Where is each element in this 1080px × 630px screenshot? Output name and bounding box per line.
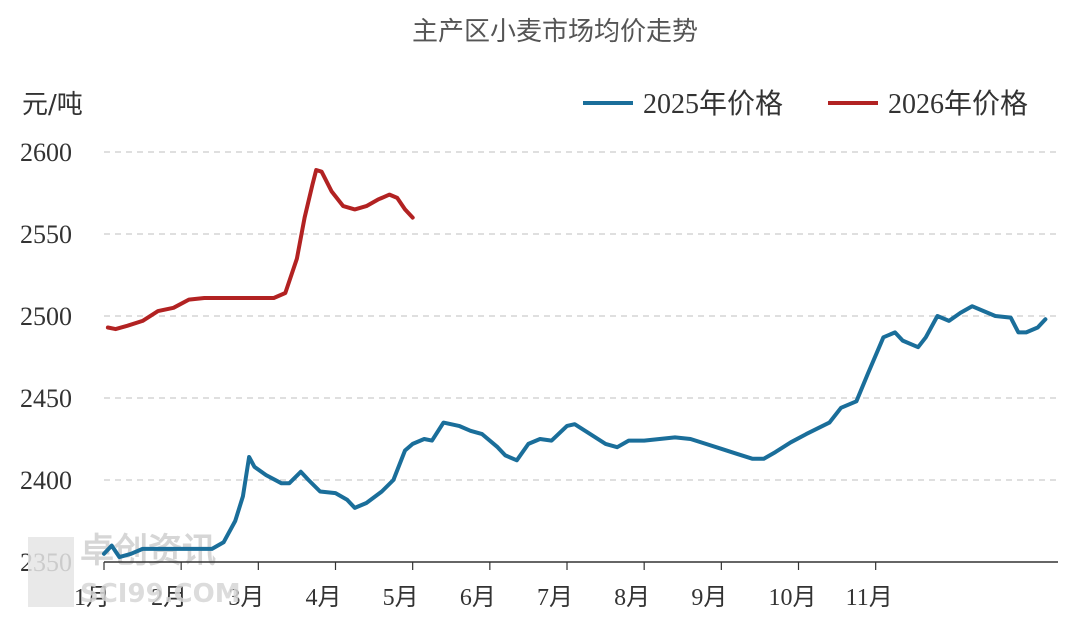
x-tick-label: 9月 bbox=[691, 585, 727, 611]
series-line-1 bbox=[102, 304, 1048, 560]
x-tick-labels: 1月 2月 3月 4月 5月 6月 7月 8月 9月 10月 11月 bbox=[74, 562, 893, 611]
x-tick-label: 4月 bbox=[306, 585, 342, 611]
watermark-logo-box bbox=[28, 537, 74, 607]
x-tick-label: 5月 bbox=[383, 585, 419, 611]
series-line-2 bbox=[105, 168, 415, 332]
legend-label-1: 2025年价格 bbox=[643, 88, 783, 120]
y-axis-label: 元/吨 bbox=[22, 90, 83, 120]
y-tick-label: 2400 bbox=[20, 466, 72, 495]
watermark: 卓创资讯 SCI99.COM bbox=[28, 531, 241, 609]
x-tick-label: 2月 bbox=[151, 585, 187, 611]
y-tick-label: 2600 bbox=[20, 138, 72, 167]
series-lines bbox=[102, 168, 1048, 560]
legend-label-2: 2026年价格 bbox=[888, 88, 1028, 120]
y-tick-label: 2500 bbox=[20, 302, 72, 331]
chart-title: 主产区小麦市场均价走势 bbox=[412, 17, 698, 47]
watermark-name: 卓创资讯 bbox=[80, 531, 216, 571]
x-tick-label: 8月 bbox=[614, 585, 650, 611]
x-tick-label: 3月 bbox=[228, 585, 264, 611]
y-tick-labels: 235024002450250025502600 bbox=[20, 138, 72, 577]
x-tick-label: 6月 bbox=[460, 585, 496, 611]
x-tick-label: 1月 bbox=[74, 585, 110, 611]
x-tick-label: 11月 bbox=[846, 585, 893, 611]
x-tick-label: 10月 bbox=[769, 585, 817, 611]
x-tick-label: 7月 bbox=[537, 585, 573, 611]
y-tick-label: 2550 bbox=[20, 220, 72, 249]
y-tick-label: 2450 bbox=[20, 384, 72, 413]
grid-lines bbox=[104, 151, 1058, 481]
watermark-domain: SCI99.COM bbox=[80, 579, 241, 609]
legend: 2025年价格 2026年价格 bbox=[583, 88, 1028, 120]
